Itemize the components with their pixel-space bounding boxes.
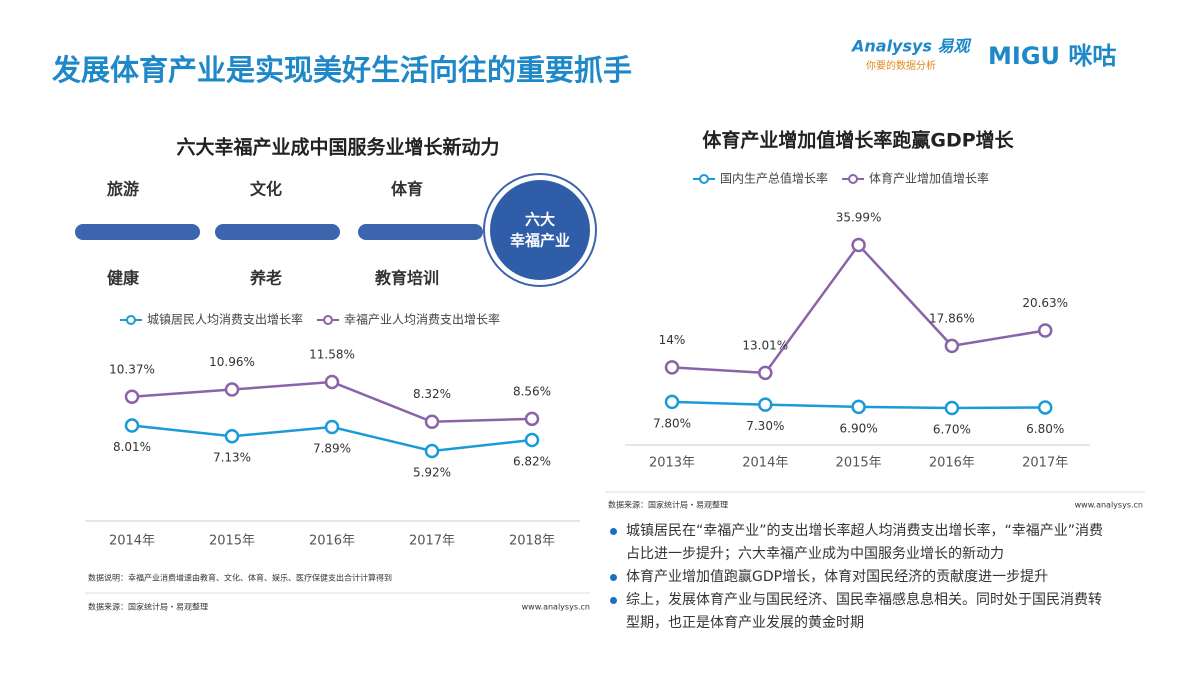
data-label: 8.01%: [113, 440, 151, 454]
diagram-label: 文化: [250, 180, 282, 199]
legend-marker: [126, 315, 136, 325]
point: [524, 411, 540, 427]
x-tick-label: 2016年: [929, 456, 975, 471]
legend-label: 体育产业增加值增长率: [869, 171, 989, 186]
bullet-list: 城镇居民在“幸福产业”的支出增长率超人均消费支出增长率，“幸福产业”消费占比进一…: [608, 520, 1108, 635]
data-label: 7.80%: [653, 416, 691, 430]
x-tick-label: 2015年: [209, 534, 255, 549]
diagram-label: 养老: [249, 269, 282, 288]
logo: Analysys 易观: [850, 37, 973, 56]
data-label: 35.99%: [836, 211, 882, 225]
source: 数据来源：国家统计局・易观整理: [88, 602, 208, 612]
point: [124, 418, 140, 433]
point: [524, 432, 540, 448]
data-label: 7.89%: [313, 441, 351, 455]
pill: [358, 224, 483, 240]
pill: [215, 224, 340, 240]
bullet: 城镇居民在“幸福产业”的支出增长率超人均消费支出增长率，“幸福产业”消费占比进一…: [608, 520, 1108, 566]
x-tick-label: 2013年: [649, 456, 695, 471]
circle-label: 六大: [525, 211, 555, 229]
diagram-label: 旅游: [107, 180, 139, 199]
series-line: [671, 243, 1046, 375]
circle: [490, 180, 590, 280]
point: [664, 360, 680, 375]
point: [1037, 323, 1053, 338]
pill: [75, 224, 200, 240]
x-tick-label: 2017年: [409, 534, 455, 549]
diagram-label: 体育: [391, 180, 423, 199]
data-label: 11.58%: [309, 348, 355, 362]
bullet: 综上，发展体育产业与国民经济、国民幸福感息息相关。同时处于国民消费转型期，也正是…: [608, 589, 1108, 635]
bullet: 体育产业增加值跑赢GDP增长，体育对国民经济的贡献度进一步提升: [608, 566, 1108, 589]
circle-label: 幸福产业: [510, 232, 570, 250]
data-label: 6.82%: [513, 455, 551, 469]
point: [664, 394, 680, 410]
point: [1037, 400, 1053, 415]
data-label: 7.13%: [213, 451, 251, 465]
x-tick-label: 2017年: [1022, 456, 1068, 471]
note: 数据说明：幸福产业消费增速由教育、文化、体育、娱乐、医疗保健支出合计计算得到: [88, 573, 392, 583]
data-label: 10.37%: [109, 362, 155, 376]
data-label: 6.80%: [1026, 422, 1064, 436]
diagram-label: 教育培训: [375, 269, 439, 288]
point: [851, 237, 866, 253]
data-label: 17.86%: [929, 311, 975, 325]
point: [124, 389, 140, 405]
data-label: 6.90%: [840, 421, 878, 435]
point: [944, 400, 960, 416]
point: [758, 397, 773, 412]
data-label: 10.96%: [209, 355, 255, 369]
point: [324, 419, 340, 435]
diagram-label: 健康: [107, 269, 140, 288]
x-tick-label: 2014年: [109, 534, 155, 549]
chart-title: 体育产业增加值增长率跑赢GDP增长: [702, 129, 1014, 152]
website: www.analysys.cn: [522, 603, 590, 612]
x-tick-label: 2016年: [309, 534, 355, 549]
x-tick-label: 2018年: [509, 534, 555, 549]
point: [851, 399, 866, 415]
legend-label: 城镇居民人均消费支出增长率: [147, 312, 303, 327]
data-label: 5.92%: [413, 466, 451, 480]
source: 数据来源：国家统计局・易观整理: [608, 500, 728, 510]
data-label: 20.63%: [1022, 296, 1068, 310]
data-label: 7.30%: [746, 419, 784, 433]
point: [324, 374, 340, 390]
legend-marker: [848, 174, 859, 184]
point: [758, 365, 773, 381]
diagram-title: 六大幸福产业成中国服务业增长新动力: [176, 136, 499, 159]
legend-label: 国内生产总值增长率: [720, 171, 828, 186]
legend-marker: [699, 174, 709, 184]
point: [424, 443, 440, 459]
point: [224, 428, 240, 444]
x-tick-label: 2015年: [836, 456, 882, 471]
website: www.analysys.cn: [1075, 501, 1143, 510]
data-label: 13.01%: [742, 338, 788, 352]
slide-title: 发展体育产业是实现美好生活向往的重要抓手: [51, 53, 632, 87]
point: [944, 338, 960, 354]
point: [424, 414, 440, 429]
logo: MIGU 咪咕: [988, 42, 1116, 70]
data-label: 8.32%: [413, 387, 451, 401]
data-label: 8.56%: [513, 384, 551, 398]
data-label: 6.70%: [933, 423, 971, 437]
data-label: 14%: [659, 333, 686, 347]
point: [224, 382, 240, 397]
legend-marker: [323, 315, 334, 325]
x-tick-label: 2014年: [742, 456, 788, 471]
logo-slogan: 你要的数据分析: [866, 59, 936, 72]
legend-label: 幸福产业人均消费支出增长率: [344, 312, 500, 327]
